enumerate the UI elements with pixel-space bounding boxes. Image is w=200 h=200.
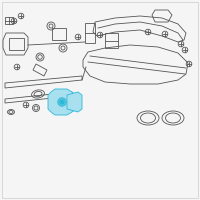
Polygon shape — [48, 89, 76, 115]
Ellipse shape — [58, 98, 66, 106]
Bar — [9, 38, 24, 50]
Polygon shape — [67, 92, 82, 112]
Ellipse shape — [60, 100, 64, 104]
